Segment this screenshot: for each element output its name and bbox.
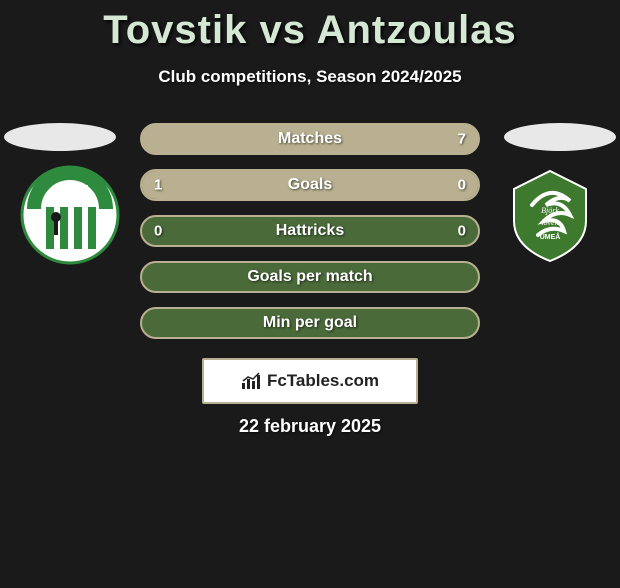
right-club-badge: Björk löven UMEÅ: [500, 165, 600, 265]
fctables-logo[interactable]: FcTables.com: [202, 358, 418, 404]
bar-fill-right: [404, 171, 478, 199]
bar-value-left: 0: [154, 223, 162, 240]
right-player-ellipse: [504, 123, 616, 151]
bar-value-left: 1: [154, 177, 162, 194]
bar-value-right: 0: [458, 177, 466, 194]
subtitle: Club competitions, Season 2024/2025: [0, 67, 620, 87]
bar-label: Hattricks: [276, 222, 344, 240]
stat-bar: Goals per match: [140, 261, 480, 293]
page-title: Tovstik vs Antzoulas: [0, 8, 620, 53]
date-text: 22 february 2025: [0, 416, 620, 437]
bar-value-right: 0: [458, 223, 466, 240]
bar-fill-left: [142, 171, 404, 199]
left-player-ellipse: [4, 123, 116, 151]
svg-text:löven: löven: [541, 218, 558, 227]
svg-text:Björk: Björk: [541, 206, 559, 215]
stat-bar: Matches 7: [140, 123, 480, 155]
stat-bar: Min per goal: [140, 307, 480, 339]
bar-value-right: 7: [458, 131, 466, 148]
chart-icon: [241, 372, 263, 390]
stat-bars: Matches 7 Goals 1 0 Hattricks 0 0 Goals per matc…: [140, 123, 480, 353]
bar-label: Matches: [278, 130, 342, 148]
bar-label: Min per goal: [263, 314, 357, 332]
brand-text: FcTables.com: [267, 371, 379, 391]
bar-label: Goals per match: [247, 268, 372, 286]
left-badge-text: CFLORI: [51, 184, 88, 195]
bar-label: Goals: [288, 176, 332, 194]
svg-text:UMEÅ: UMEÅ: [540, 232, 561, 241]
left-club-badge: CFLORI: [20, 165, 120, 265]
stat-bar: Hattricks 0 0: [140, 215, 480, 247]
stat-bar: Goals 1 0: [140, 169, 480, 201]
